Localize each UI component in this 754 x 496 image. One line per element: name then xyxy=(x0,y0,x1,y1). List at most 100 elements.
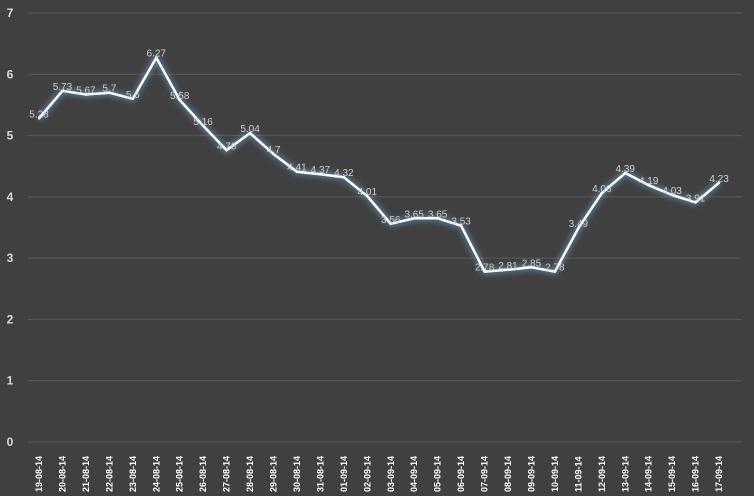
x-tick-label: 15-09-14 xyxy=(667,456,677,492)
data-label: 2.81 xyxy=(498,261,518,272)
x-tick-label: 29-08-14 xyxy=(269,456,279,492)
x-tick-label: 06-09-14 xyxy=(456,456,466,492)
y-tick-label: 2 xyxy=(7,312,14,326)
x-tick-label: 12-09-14 xyxy=(597,456,607,492)
x-tick-label: 22-08-14 xyxy=(104,456,114,492)
data-point xyxy=(506,268,510,271)
y-tick-label: 4 xyxy=(7,190,14,204)
data-label: 5.04 xyxy=(240,124,260,135)
data-label: 4.03 xyxy=(662,186,682,197)
data-labels: 5.28 5.73 5.67 5.7 5.6 6.27 5.58 5.16 4.765.04 4.… xyxy=(29,49,729,274)
data-label: 4.76 xyxy=(217,141,237,152)
data-label: 2.78 xyxy=(475,263,495,274)
x-tick-label: 28-08-14 xyxy=(245,456,255,492)
data-label: 4.19 xyxy=(639,176,659,187)
data-point xyxy=(84,93,88,96)
data-point xyxy=(342,176,346,179)
gridlines xyxy=(28,12,742,443)
data-point xyxy=(717,181,721,184)
data-point xyxy=(413,217,416,220)
data-point xyxy=(436,217,439,220)
data-point xyxy=(319,172,322,176)
x-tick-label: 20-08-14 xyxy=(57,456,67,492)
data-label: 4.37 xyxy=(311,165,331,176)
data-label: 5.73 xyxy=(53,82,73,93)
data-label: 4.41 xyxy=(287,163,307,174)
data-label: 3.49 xyxy=(569,219,589,230)
data-point xyxy=(178,98,181,102)
data-label: 5.6 xyxy=(126,90,140,101)
x-tick-label: 17-09-14 xyxy=(714,456,724,492)
data-label: 4.23 xyxy=(709,174,729,185)
data-point xyxy=(225,149,228,152)
y-tick-label: 0 xyxy=(7,435,14,449)
x-tick-label: 31-08-14 xyxy=(315,456,325,492)
data-label: 3.53 xyxy=(451,217,471,228)
data-label: 4.39 xyxy=(616,164,636,175)
y-tick-label: 7 xyxy=(7,6,14,20)
data-label: 4.32 xyxy=(334,168,354,179)
data-point xyxy=(61,89,64,93)
data-point xyxy=(248,131,252,135)
data-point xyxy=(389,222,392,226)
data-label: 3.91 xyxy=(686,193,706,204)
data-label: 3.65 xyxy=(404,209,424,220)
x-tick-label: 03-09-14 xyxy=(386,456,396,492)
data-point xyxy=(624,171,627,175)
x-tick-label: 11-09-14 xyxy=(573,456,583,492)
data-point xyxy=(366,195,369,198)
y-tick-label: 1 xyxy=(7,374,14,388)
data-point xyxy=(131,97,134,101)
data-point xyxy=(272,152,275,156)
x-tick-label: 16-09-14 xyxy=(691,456,701,492)
data-point xyxy=(201,124,205,127)
data-label: 2.78 xyxy=(545,263,565,274)
data-point xyxy=(108,91,111,94)
data-point xyxy=(155,56,158,59)
x-tick-label: 24-08-14 xyxy=(151,456,161,492)
x-tick-label: 30-08-14 xyxy=(292,456,302,492)
data-label: 5.28 xyxy=(29,109,49,120)
data-label: 3.65 xyxy=(428,209,448,220)
data-label: 2.85 xyxy=(522,258,542,269)
data-point xyxy=(295,170,299,173)
data-label: 4.7 xyxy=(267,145,281,156)
x-tick-label: 07-09-14 xyxy=(480,456,490,492)
x-tick-label: 01-09-14 xyxy=(339,456,349,492)
x-tick-label: 21-08-14 xyxy=(81,456,91,492)
y-tick-label: 6 xyxy=(7,67,14,81)
data-point xyxy=(483,270,486,273)
data-label: 5.16 xyxy=(193,117,213,128)
y-axis-ticks: 0 1 2 3 4 5 6 7 xyxy=(7,6,14,449)
data-label: 4.06 xyxy=(592,184,612,195)
x-tick-label: 02-09-14 xyxy=(362,456,372,492)
data-label: 5.58 xyxy=(170,91,190,102)
y-tick-label: 5 xyxy=(7,129,14,143)
x-tick-label: 05-09-14 xyxy=(433,456,443,492)
data-point xyxy=(577,226,580,230)
data-point xyxy=(553,270,557,273)
x-tick-label: 27-08-14 xyxy=(222,456,232,492)
x-tick-label: 19-08-14 xyxy=(34,456,44,492)
series-line xyxy=(38,56,720,273)
data-point xyxy=(694,201,697,204)
x-tick-label: 13-09-14 xyxy=(620,456,630,492)
x-tick-label: 08-09-14 xyxy=(503,456,513,492)
data-label: 6.27 xyxy=(147,49,167,60)
x-tick-label: 25-08-14 xyxy=(175,456,185,492)
x-tick-label: 09-09-14 xyxy=(526,456,536,492)
y-tick-label: 3 xyxy=(7,251,14,265)
data-label: 4.01 xyxy=(358,187,378,198)
series-line-group xyxy=(36,54,721,275)
data-label: 5.7 xyxy=(102,84,116,95)
data-point xyxy=(600,191,603,195)
x-tick-label: 26-08-14 xyxy=(198,456,208,492)
data-point xyxy=(459,224,463,227)
x-tick-label: 23-08-14 xyxy=(128,456,138,492)
data-point xyxy=(530,266,533,269)
data-point xyxy=(37,117,41,120)
data-point xyxy=(647,184,650,187)
x-tick-label: 04-09-14 xyxy=(409,456,419,492)
